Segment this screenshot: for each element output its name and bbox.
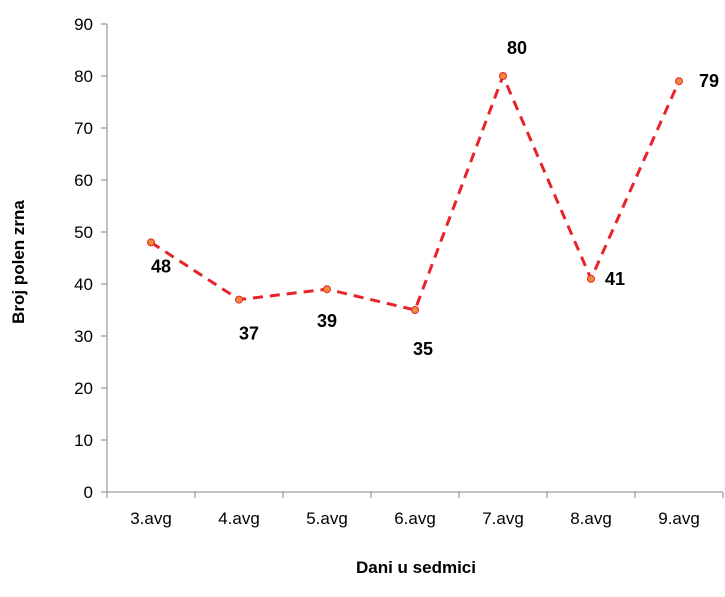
x-tick-label: 4.avg: [218, 509, 260, 528]
data-point: [147, 238, 155, 247]
y-tick-label: 90: [74, 15, 93, 34]
x-axis-title: Dani u sedmici: [356, 558, 476, 577]
series-line: [150, 74, 681, 312]
y-tick-label: 20: [74, 379, 93, 398]
y-tick-label: 80: [74, 67, 93, 86]
y-tick-label: 30: [74, 327, 93, 346]
data-point: [587, 274, 595, 283]
x-tick-label: 7.avg: [482, 509, 524, 528]
data-label: 37: [239, 324, 259, 344]
data-point: [323, 285, 331, 294]
y-tick-label: 70: [74, 119, 93, 138]
data-label: 79: [699, 71, 719, 91]
y-tick-label: 10: [74, 431, 93, 450]
data-label: 80: [507, 38, 527, 58]
data-label: 39: [317, 311, 337, 331]
series-line-group: [147, 72, 683, 314]
x-axis: 3.avg 4.avg 5.avg 6.avg 7.avg 8.avg 9.avg: [106, 491, 724, 528]
y-tick-label: 60: [74, 171, 93, 190]
y-tick-label: 50: [74, 223, 93, 242]
x-tick-label: 5.avg: [306, 509, 348, 528]
data-label: 35: [413, 339, 433, 359]
data-point: [235, 295, 243, 304]
x-tick-label: 6.avg: [394, 509, 436, 528]
data-label: 41: [605, 269, 625, 289]
data-point: [499, 72, 507, 80]
data-point: [675, 77, 683, 86]
data-labels-group: 48 37 39 35 80 41 79: [151, 38, 719, 359]
data-label: 48: [151, 256, 171, 276]
x-tick-label: 8.avg: [570, 509, 612, 528]
y-axis: 0 10 20 30 40 50 60 70 80 90: [74, 15, 108, 502]
y-tick-label: 40: [74, 275, 93, 294]
data-point: [411, 306, 419, 314]
y-tick-label: 0: [84, 483, 93, 502]
y-axis-title: Broj polen zrna: [9, 200, 28, 324]
x-tick-label: 3.avg: [130, 509, 172, 528]
x-tick-label: 9.avg: [658, 509, 700, 528]
